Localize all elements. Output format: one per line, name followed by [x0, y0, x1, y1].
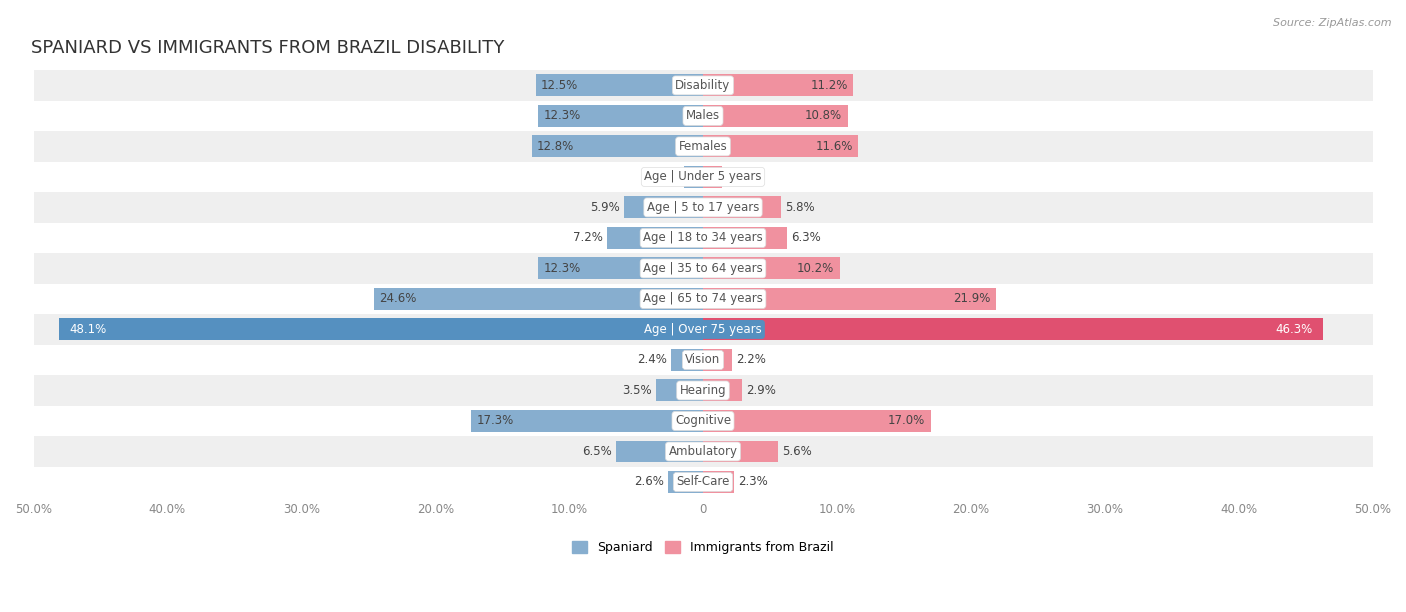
Text: 5.8%: 5.8%: [785, 201, 814, 214]
Bar: [703, 379, 742, 401]
Text: 5.9%: 5.9%: [591, 201, 620, 214]
Text: 17.3%: 17.3%: [477, 414, 515, 428]
Bar: [616, 441, 703, 463]
Text: 10.2%: 10.2%: [797, 262, 834, 275]
Bar: [34, 192, 1372, 223]
Text: 2.6%: 2.6%: [634, 476, 664, 488]
Bar: [703, 441, 778, 463]
Text: 2.3%: 2.3%: [738, 476, 768, 488]
Text: 21.9%: 21.9%: [953, 293, 991, 305]
Bar: [657, 379, 703, 401]
Text: 6.3%: 6.3%: [792, 231, 821, 244]
Text: Age | 65 to 74 years: Age | 65 to 74 years: [643, 293, 763, 305]
Text: SPANIARD VS IMMIGRANTS FROM BRAZIL DISABILITY: SPANIARD VS IMMIGRANTS FROM BRAZIL DISAB…: [31, 40, 505, 58]
Bar: [703, 166, 721, 188]
Text: Males: Males: [686, 110, 720, 122]
Bar: [536, 75, 703, 96]
Text: Ambulatory: Ambulatory: [668, 445, 738, 458]
Text: 1.4%: 1.4%: [651, 170, 681, 184]
Bar: [703, 258, 839, 280]
Bar: [374, 288, 703, 310]
Bar: [703, 410, 931, 432]
Text: Females: Females: [679, 140, 727, 153]
Bar: [703, 318, 1323, 340]
Bar: [59, 318, 703, 340]
Bar: [471, 410, 703, 432]
Bar: [34, 284, 1372, 314]
Text: Age | 35 to 64 years: Age | 35 to 64 years: [643, 262, 763, 275]
Bar: [703, 288, 997, 310]
Bar: [34, 406, 1372, 436]
Bar: [685, 166, 703, 188]
Bar: [34, 314, 1372, 345]
Bar: [703, 196, 780, 218]
Text: 3.5%: 3.5%: [623, 384, 652, 397]
Text: Age | Over 75 years: Age | Over 75 years: [644, 323, 762, 336]
Text: 2.9%: 2.9%: [745, 384, 776, 397]
Bar: [668, 471, 703, 493]
Bar: [531, 135, 703, 157]
Text: Hearing: Hearing: [679, 384, 727, 397]
Text: 24.6%: 24.6%: [380, 293, 416, 305]
Bar: [703, 75, 853, 96]
Text: Age | Under 5 years: Age | Under 5 years: [644, 170, 762, 184]
Text: 2.4%: 2.4%: [637, 354, 666, 367]
Text: 2.2%: 2.2%: [737, 354, 766, 367]
Text: Age | 5 to 17 years: Age | 5 to 17 years: [647, 201, 759, 214]
Bar: [34, 70, 1372, 100]
Bar: [538, 258, 703, 280]
Bar: [34, 345, 1372, 375]
Text: 12.5%: 12.5%: [541, 79, 578, 92]
Text: 48.1%: 48.1%: [70, 323, 107, 336]
Text: 17.0%: 17.0%: [889, 414, 925, 428]
Bar: [34, 100, 1372, 131]
Bar: [34, 162, 1372, 192]
Text: 12.8%: 12.8%: [537, 140, 574, 153]
Bar: [34, 375, 1372, 406]
Bar: [34, 467, 1372, 498]
Bar: [703, 135, 858, 157]
Text: 11.2%: 11.2%: [810, 79, 848, 92]
Bar: [703, 227, 787, 249]
Bar: [703, 105, 848, 127]
Bar: [703, 471, 734, 493]
Text: Vision: Vision: [685, 354, 721, 367]
Bar: [34, 253, 1372, 284]
Bar: [703, 349, 733, 371]
Text: 12.3%: 12.3%: [544, 262, 581, 275]
Text: Source: ZipAtlas.com: Source: ZipAtlas.com: [1274, 18, 1392, 28]
Bar: [34, 223, 1372, 253]
Text: 10.8%: 10.8%: [806, 110, 842, 122]
Text: Cognitive: Cognitive: [675, 414, 731, 428]
Bar: [606, 227, 703, 249]
Text: Disability: Disability: [675, 79, 731, 92]
Text: Self-Care: Self-Care: [676, 476, 730, 488]
Text: 11.6%: 11.6%: [815, 140, 853, 153]
Text: 12.3%: 12.3%: [544, 110, 581, 122]
Text: 46.3%: 46.3%: [1275, 323, 1312, 336]
Text: Age | 18 to 34 years: Age | 18 to 34 years: [643, 231, 763, 244]
Bar: [671, 349, 703, 371]
Bar: [34, 436, 1372, 467]
Bar: [624, 196, 703, 218]
Text: 7.2%: 7.2%: [572, 231, 603, 244]
Text: 5.6%: 5.6%: [782, 445, 811, 458]
Text: 6.5%: 6.5%: [582, 445, 612, 458]
Bar: [538, 105, 703, 127]
Bar: [34, 131, 1372, 162]
Legend: Spaniard, Immigrants from Brazil: Spaniard, Immigrants from Brazil: [567, 536, 839, 559]
Text: 1.4%: 1.4%: [725, 170, 755, 184]
